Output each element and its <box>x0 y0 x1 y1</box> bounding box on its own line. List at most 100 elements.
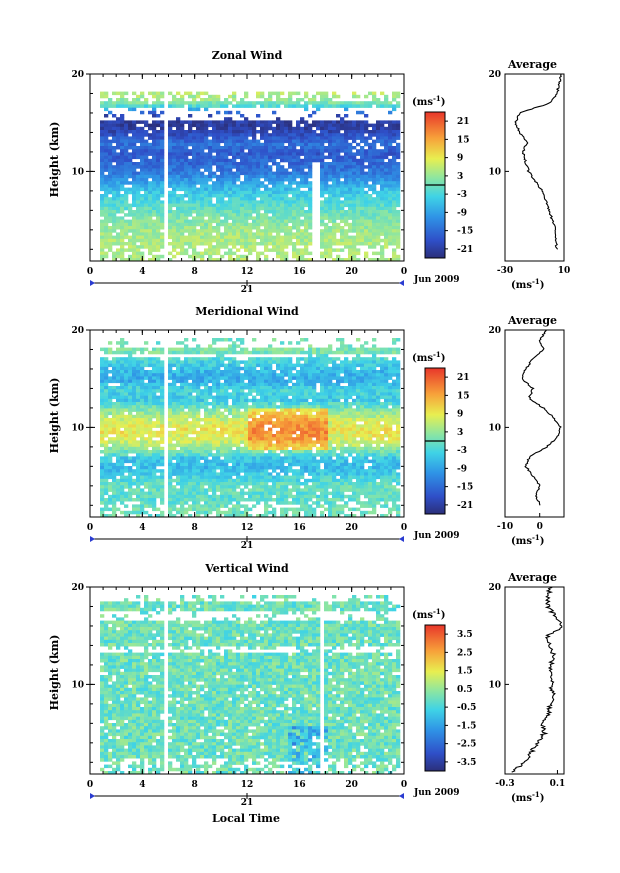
meridional-colorbar-tick: -21 <box>457 501 473 511</box>
zonal-colorbar-tick: 15 <box>457 135 470 145</box>
zonal-xtick-label: 16 <box>293 267 306 277</box>
meridional-profile-xtick: 0 <box>537 522 543 532</box>
zonal-xtick-label: 8 <box>192 267 198 277</box>
meridional-profile: Average -10 0 20 10 (ms-1) <box>488 314 565 547</box>
vertical-colorbar-tick: 1.5 <box>457 667 473 677</box>
vertical-profile-frame <box>504 586 565 775</box>
zonal-xtick-label: 12 <box>241 267 254 277</box>
vertical-colorbar-tick: 0.5 <box>457 685 473 695</box>
vertical-day-label: 21 <box>241 798 254 808</box>
meridional-profile-line <box>521 329 562 506</box>
vertical-colorbar-tick: -2.5 <box>457 740 476 750</box>
meridional-panel: Meridional Wind 20 10 Height (km) 0 4 8 12 16 20 0… <box>48 305 565 551</box>
vertical-colorbar <box>424 624 446 772</box>
vertical-colorbar-tick: -1.5 <box>457 721 476 731</box>
meridional-xtick-label: 12 <box>241 523 254 533</box>
vertical-xtick-label: 8 <box>192 780 198 790</box>
meridional-date-label: Jun 2009 <box>413 531 460 541</box>
zonal-colorbar-tick: -9 <box>457 208 467 218</box>
zonal-panel: Zonal Wind 20 10 Height (km) 0 4 8 12 16 20 0 21 Jun… <box>48 49 570 295</box>
zonal-xtick-label: 0 <box>401 267 407 277</box>
meridional-ylabel: Height (km) <box>48 378 61 454</box>
vertical-profile-unit: (ms-1) <box>511 790 544 804</box>
meridional-ytick-label: 20 <box>71 326 84 336</box>
meridional-colorbar-tick: -9 <box>457 464 467 474</box>
vertical-panel: Vertical Wind 20 10 Height (km) 0 4 8 12 16 20 0 21… <box>48 562 565 808</box>
vertical-ylabel: Height (km) <box>48 635 61 711</box>
vertical-profile-ytick: 10 <box>488 680 501 690</box>
meridional-colorbar-tick: 3 <box>457 428 463 438</box>
vertical-profile-ytick: 20 <box>488 583 501 593</box>
zonal-profile-title: Average <box>507 58 557 71</box>
vertical-ytick-label: 20 <box>71 583 84 593</box>
meridional-heatmap <box>100 338 401 518</box>
zonal-profile-unit: (ms-1) <box>511 277 544 291</box>
zonal-colorbar-tick: 9 <box>457 154 463 164</box>
vertical-xtick-label: 4 <box>139 780 145 790</box>
vertical-colorbar-tick: 3.5 <box>457 630 473 640</box>
meridional-xtick-label: 16 <box>293 523 306 533</box>
zonal-profile-line <box>514 73 562 250</box>
vertical-ytick-label: 10 <box>71 680 84 690</box>
meridional-xtick-label: 4 <box>139 523 145 533</box>
zonal-day-marker-start <box>90 280 95 286</box>
vertical-profile-xtick: -0.3 <box>495 779 514 789</box>
zonal-ylabel: Height (km) <box>48 122 61 198</box>
zonal-xtick-label: 0 <box>87 267 93 277</box>
meridional-xtick-label: 20 <box>345 523 358 533</box>
meridional-profile-ytick: 10 <box>488 423 501 433</box>
meridional-profile-frame <box>504 329 565 518</box>
zonal-day-marker-end <box>399 280 404 286</box>
zonal-colorbar-tick: -15 <box>457 227 473 237</box>
meridional-profile-xtick: -10 <box>497 522 513 532</box>
vertical-colorbar-tick: -3.5 <box>457 758 476 768</box>
zonal-colorbar-unit: (ms-1) <box>412 94 445 108</box>
vertical-heatmap <box>100 595 401 775</box>
vertical-xtick-label: 20 <box>345 780 358 790</box>
x-axis-label: Local Time <box>212 812 280 825</box>
meridional-day-marker-start <box>90 536 95 542</box>
meridional-title: Meridional Wind <box>195 305 299 318</box>
vertical-profile-xtick: 0.1 <box>550 779 566 789</box>
zonal-profile-frame <box>504 73 565 262</box>
zonal-xtick-label: 20 <box>345 267 358 277</box>
vertical-day-marker-start <box>90 793 95 799</box>
zonal-title: Zonal Wind <box>212 49 283 62</box>
meridional-colorbar-tick: 9 <box>457 410 463 420</box>
zonal-colorbar-tick: -3 <box>457 190 467 200</box>
meridional-profile-ytick: 20 <box>488 326 501 336</box>
zonal-profile-xtick: 10 <box>558 266 571 276</box>
meridional-day-label: 21 <box>241 541 254 551</box>
vertical-xtick-label: 12 <box>241 780 254 790</box>
meridional-day-marker-end <box>399 536 404 542</box>
vertical-profile: Average -0.3 0.1 20 10 (ms-1) <box>488 571 565 804</box>
zonal-profile-ytick: 10 <box>488 167 501 177</box>
meridional-xtick-label: 0 <box>401 523 407 533</box>
meridional-ytick-label: 10 <box>71 423 84 433</box>
vertical-xtick-label: 16 <box>293 780 306 790</box>
zonal-colorbar-tick: 21 <box>457 117 470 127</box>
vertical-colorbar-tick: -0.5 <box>457 703 476 713</box>
zonal-date-label: Jun 2009 <box>413 275 460 285</box>
meridional-colorbar-tick: 15 <box>457 391 470 401</box>
zonal-day-label: 21 <box>241 285 254 295</box>
vertical-title: Vertical Wind <box>204 562 289 575</box>
vertical-xtick-label: 0 <box>401 780 407 790</box>
meridional-profile-unit: (ms-1) <box>511 533 544 547</box>
meridional-colorbar-tick: -15 <box>457 483 473 493</box>
zonal-colorbar-tick: -21 <box>457 245 473 255</box>
vertical-profile-line <box>511 586 563 773</box>
zonal-ytick-label: 20 <box>71 70 84 80</box>
zonal-xtick-label: 4 <box>139 267 145 277</box>
meridional-xtick-label: 0 <box>87 523 93 533</box>
zonal-heatmap <box>100 91 401 262</box>
vertical-day-marker-end <box>399 793 404 799</box>
meridional-colorbar-unit: (ms-1) <box>412 350 445 364</box>
zonal-profile-xtick: -30 <box>497 266 513 276</box>
vertical-colorbar-unit: (ms-1) <box>412 607 445 621</box>
meridional-xtick-label: 8 <box>192 523 198 533</box>
vertical-profile-title: Average <box>507 571 557 584</box>
meridional-profile-title: Average <box>507 314 557 327</box>
meridional-colorbar-tick: -3 <box>457 446 467 456</box>
